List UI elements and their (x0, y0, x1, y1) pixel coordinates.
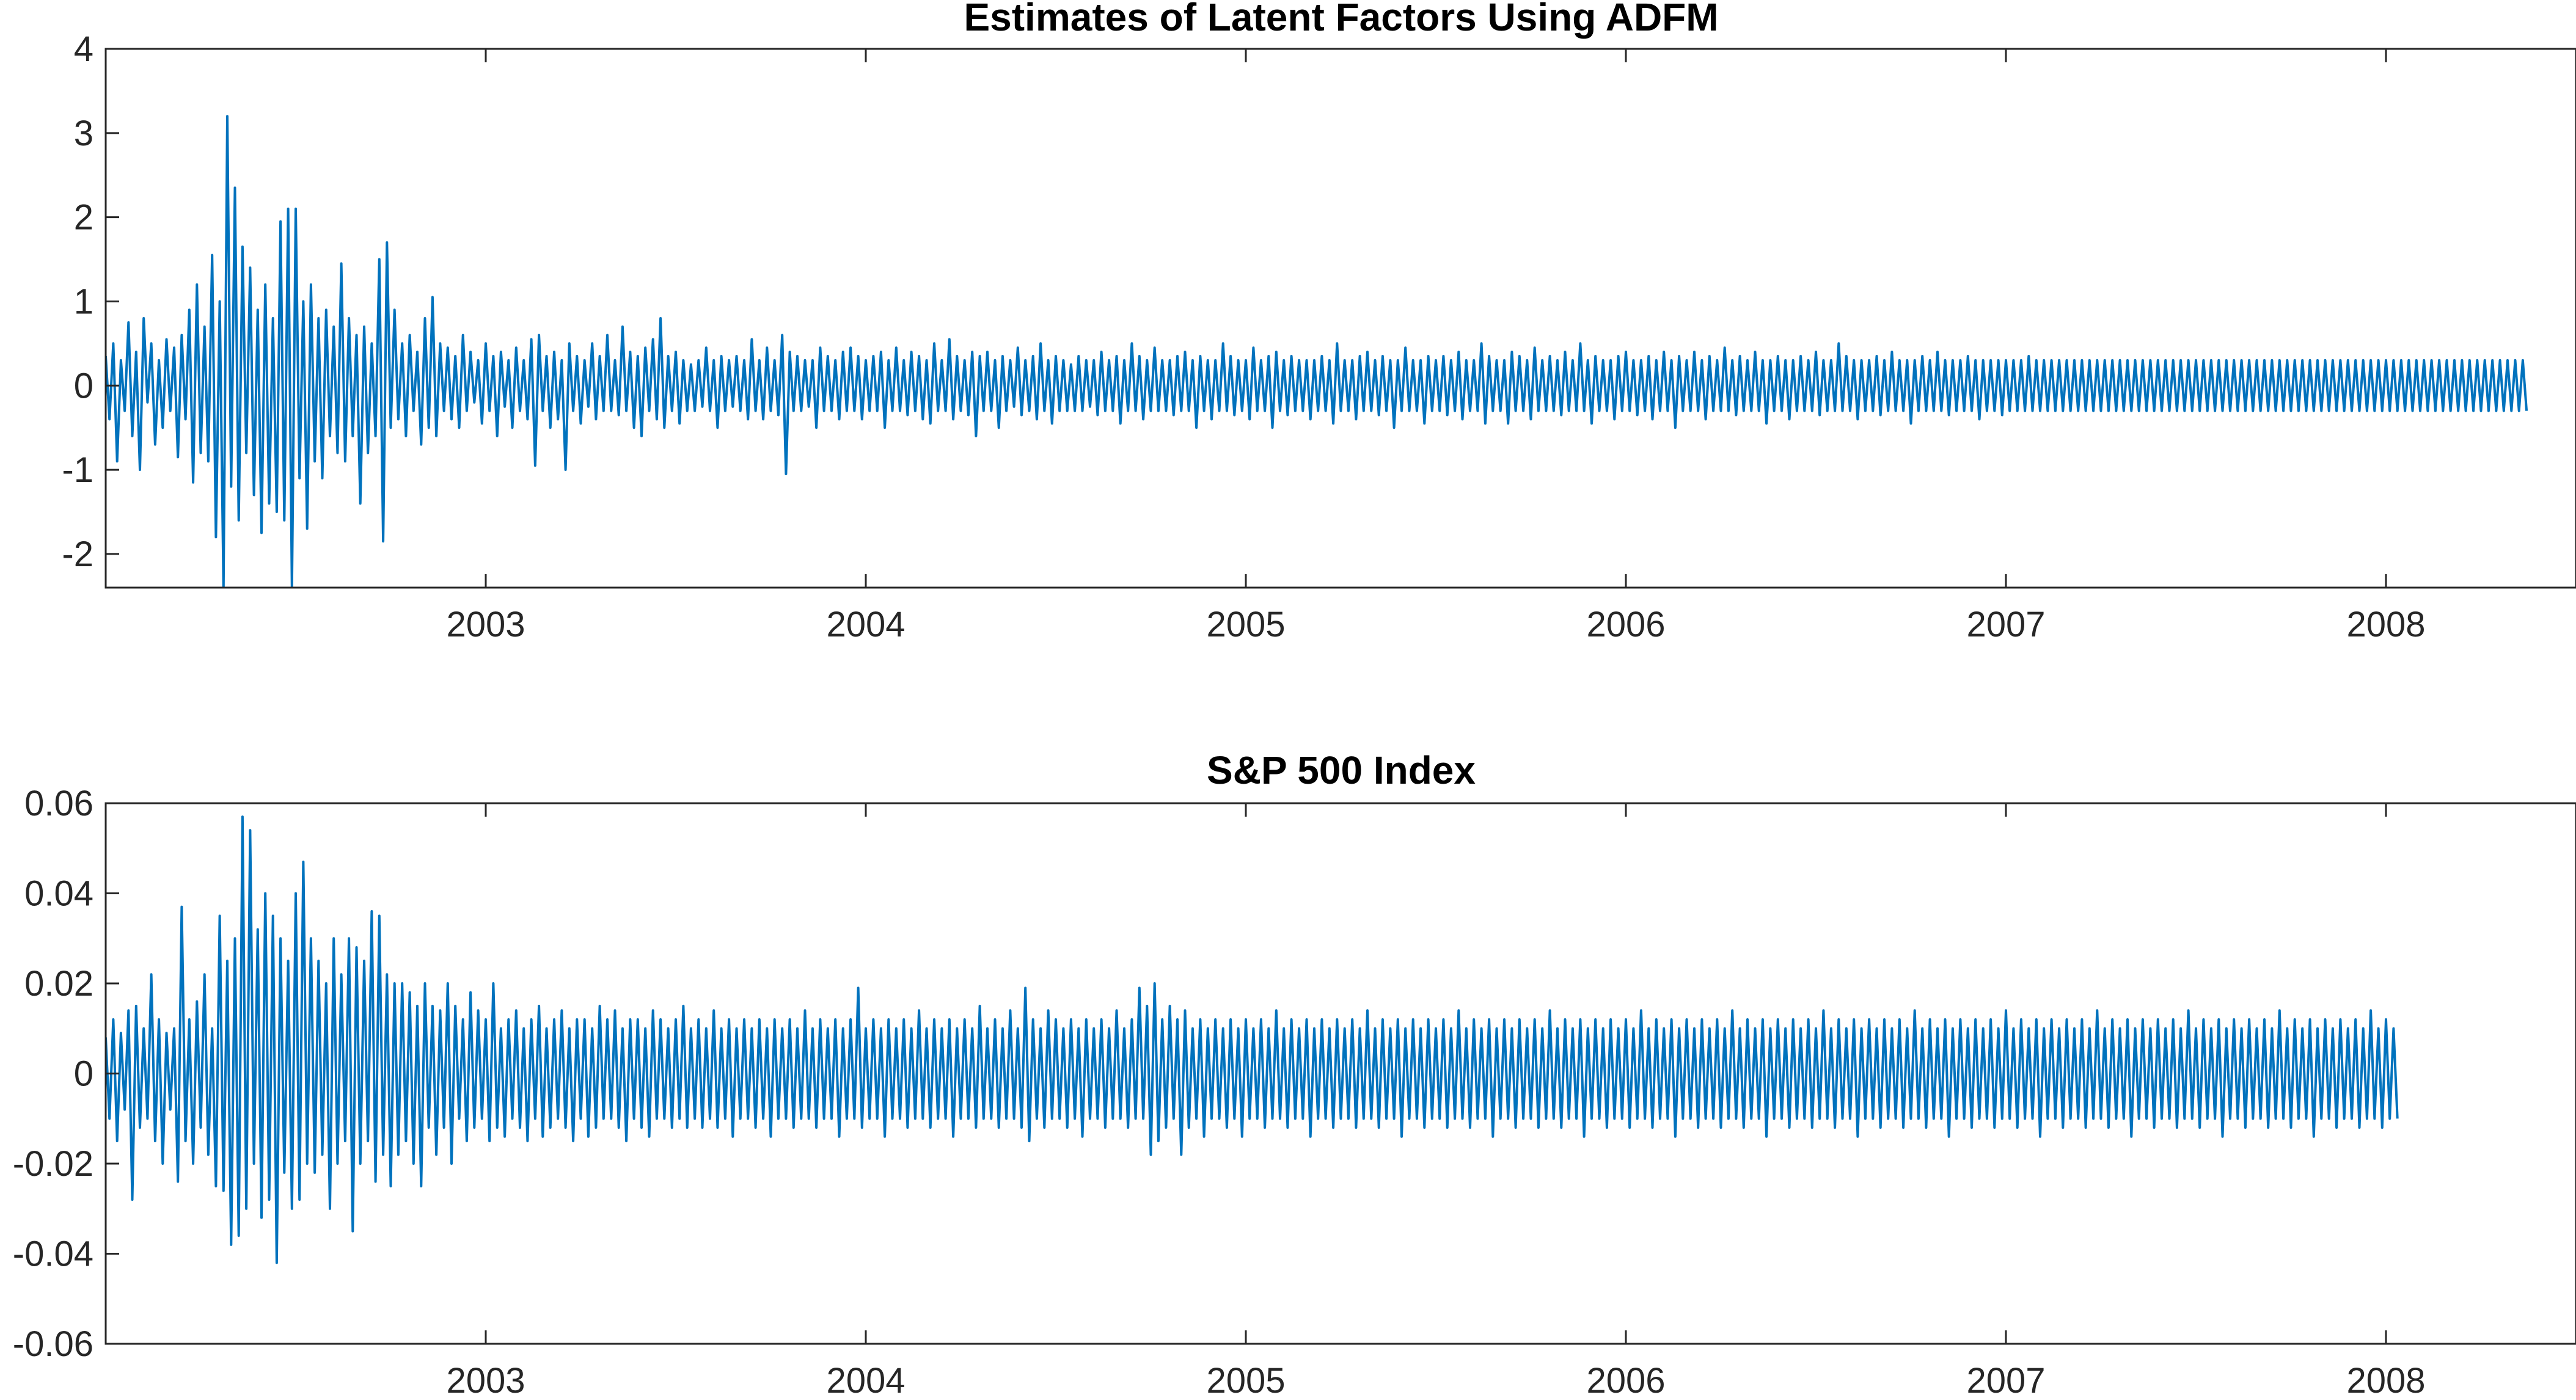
chart-title-sp500: S&P 500 Index (1207, 748, 1476, 792)
x-tick-label-sp500-2: 2005 (1206, 1361, 1285, 1400)
y-tick-label-sp500-4: 0.02 (24, 964, 93, 1004)
panel-latent-factors: Estimates of Latent Factors Using ADFM 2… (62, 0, 2576, 644)
y-tick-label-latent-factors-4: 2 (74, 198, 93, 238)
series-line-sp500-0 (106, 815, 2399, 1264)
x-tick-label-latent-factors-1: 2004 (826, 605, 905, 644)
y-tick-label-sp500-6: 0.06 (24, 784, 93, 823)
x-tick-label-latent-factors-3: 2006 (1586, 605, 1665, 644)
y-tick-label-sp500-3: 0 (74, 1054, 93, 1094)
chart-title-latent-factors: Estimates of Latent Factors Using ADFM (964, 0, 1718, 39)
x-tick-label-sp500-1: 2004 (826, 1361, 905, 1400)
x-tick-label-sp500-4: 2007 (1966, 1361, 2045, 1400)
x-tick-label-sp500-0: 2003 (446, 1361, 525, 1400)
x-tick-label-sp500-3: 2006 (1586, 1361, 1665, 1400)
y-tick-label-sp500-2: -0.02 (13, 1144, 93, 1184)
x-tick-label-latent-factors-4: 2007 (1966, 605, 2045, 644)
y-tick-label-sp500-0: -0.06 (13, 1324, 93, 1364)
x-tick-label-latent-factors-0: 2003 (446, 605, 525, 644)
x-tick-label-sp500-5: 2008 (2346, 1361, 2425, 1400)
y-tick-label-sp500-5: 0.04 (24, 874, 93, 914)
panel-sp500: S&P 500 Index 2003 2004 2005 2006 2007 2008 -0… (13, 748, 2576, 1400)
y-tick-label-latent-factors-2: 0 (74, 366, 93, 406)
axes-latent-factors: 2003 2004 2005 2006 2007 2008 -2 -1 0 1 2 3 4 (62, 29, 2576, 644)
x-tick-label-latent-factors-2: 2005 (1206, 605, 1285, 644)
y-tick-label-latent-factors-6: 4 (74, 29, 93, 69)
series-line-latent-factors-0 (106, 115, 2528, 588)
y-tick-label-latent-factors-1: -1 (62, 450, 93, 490)
y-tick-label-latent-factors-0: -2 (62, 534, 93, 574)
axes-sp500: 2003 2004 2005 2006 2007 2008 -0.06 -0.04 -0.02 0… (13, 784, 2576, 1400)
y-tick-label-latent-factors-5: 3 (74, 114, 93, 153)
axes-frame-latent-factors (104, 48, 2576, 589)
y-tick-label-latent-factors-3: 1 (74, 282, 93, 321)
x-tick-label-latent-factors-5: 2008 (2346, 605, 2425, 644)
y-tick-label-sp500-1: -0.04 (13, 1234, 93, 1274)
plot-area-latent-factors (106, 115, 2528, 588)
plot-area-sp500 (106, 815, 2399, 1264)
